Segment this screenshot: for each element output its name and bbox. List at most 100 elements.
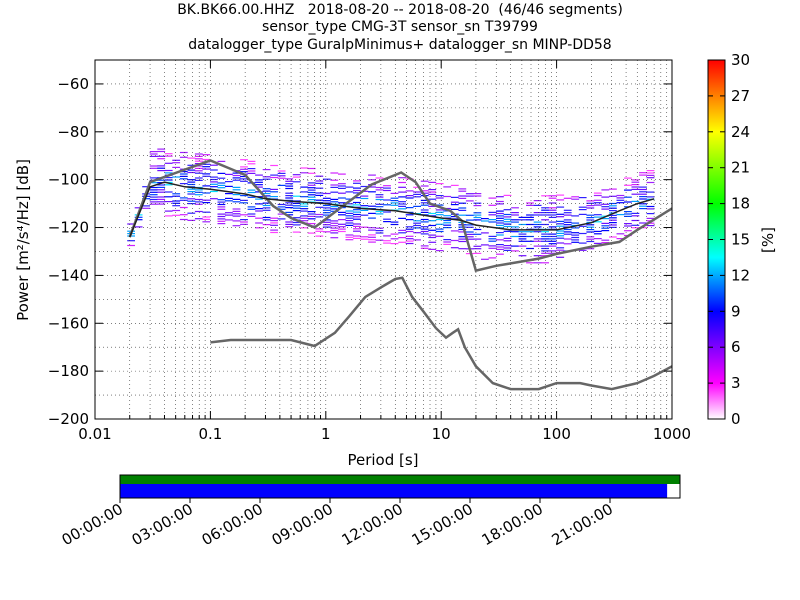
heatmap-cell xyxy=(285,187,294,190)
heatmap-cell xyxy=(322,178,331,180)
heatmap-cell xyxy=(179,218,188,221)
heatmap-cell xyxy=(285,185,294,187)
heatmap-cell xyxy=(338,228,346,230)
heatmap-cell xyxy=(556,223,565,225)
heatmap-cell xyxy=(526,247,534,250)
psd-heatmap xyxy=(127,148,655,264)
heatmap-cell xyxy=(518,216,527,218)
heatmap-cell xyxy=(601,196,610,198)
heatmap-cell xyxy=(142,205,150,207)
heatmap-cell xyxy=(187,193,196,195)
heatmap-cell xyxy=(578,197,587,199)
heatmap-cell xyxy=(556,256,565,258)
heatmap-cell xyxy=(149,151,158,153)
heatmap-cell xyxy=(375,203,384,205)
heatmap-cell xyxy=(398,177,406,179)
heatmap-cell xyxy=(338,173,346,175)
heatmap-cell xyxy=(194,201,203,203)
heatmap-cell xyxy=(217,220,226,222)
heatmap-cell xyxy=(225,214,233,216)
heatmap-cell xyxy=(390,221,399,223)
heatmap-cell xyxy=(179,199,188,201)
x-tick-label: 100 xyxy=(542,425,571,443)
heatmap-cell xyxy=(202,202,211,204)
heatmap-cell xyxy=(338,219,346,221)
heatmap-cell xyxy=(398,205,406,207)
heatmap-cell xyxy=(202,218,211,220)
heatmap-cell xyxy=(390,197,399,199)
heatmap-cell xyxy=(390,223,399,226)
heatmap-cell xyxy=(541,247,549,250)
heatmap-cell xyxy=(240,223,248,225)
heatmap-cell xyxy=(488,197,497,199)
heatmap-cell xyxy=(285,197,294,199)
heatmap-cell xyxy=(157,165,166,167)
heatmap-cell xyxy=(338,192,346,194)
heatmap-cell xyxy=(541,245,549,247)
heatmap-cell xyxy=(315,206,324,208)
heatmap-cell xyxy=(518,231,527,233)
heatmap-cell xyxy=(360,238,369,240)
heatmap-cell xyxy=(255,198,263,200)
heatmap-cell xyxy=(240,159,248,161)
heatmap-cell xyxy=(390,202,399,204)
heatmap-cell xyxy=(353,230,361,232)
heatmap-cell xyxy=(157,148,166,150)
heatmap-cell xyxy=(616,238,625,240)
heatmap-cell xyxy=(631,215,640,217)
heatmap-cell xyxy=(375,210,384,213)
heatmap-cell xyxy=(473,238,482,240)
heatmap-cell xyxy=(322,197,331,199)
timeline-tick-label: 03:00:00 xyxy=(129,500,196,549)
heatmap-cell xyxy=(194,210,203,213)
heatmap-cell xyxy=(556,249,565,251)
heatmap-cell xyxy=(488,238,497,240)
heatmap-cell xyxy=(277,206,286,208)
heatmap-cell xyxy=(375,239,384,241)
heatmap-cell xyxy=(202,221,211,223)
heatmap-cell xyxy=(503,247,512,249)
heatmap-cell xyxy=(270,231,278,234)
heatmap-cell xyxy=(285,202,294,204)
timeline-coverage-bar xyxy=(120,484,668,498)
heatmap-cell xyxy=(232,172,241,174)
segment-timeline: 00:00:00 03:00:00 06:00:00 09:00:00 12:00:00… xyxy=(59,474,681,549)
heatmap-cell xyxy=(322,209,331,211)
heatmap-cell xyxy=(172,195,181,197)
heatmap-cell xyxy=(511,245,519,247)
heatmap-cell xyxy=(292,174,301,176)
heatmap-cell xyxy=(390,243,399,245)
heatmap-cell xyxy=(548,216,557,218)
heatmap-cell xyxy=(240,219,248,221)
heatmap-cell xyxy=(353,180,361,182)
heatmap-cell xyxy=(420,192,429,194)
heatmap-cell xyxy=(601,239,610,241)
heatmap-cell xyxy=(616,197,625,199)
heatmap-cell xyxy=(503,209,512,211)
heatmap-cell xyxy=(179,171,188,173)
heatmap-cell xyxy=(639,198,647,200)
heatmap-cell xyxy=(255,217,263,219)
heatmap-cell xyxy=(420,185,429,187)
heatmap-cell xyxy=(511,207,519,209)
heatmap-cell xyxy=(127,240,135,242)
heatmap-cell xyxy=(368,186,376,188)
heatmap-cell xyxy=(526,202,534,204)
heatmap-cell xyxy=(548,252,557,254)
heatmap-cell xyxy=(270,188,278,190)
heatmap-cell xyxy=(315,180,324,182)
heatmap-cell xyxy=(533,212,542,214)
heatmap-cell xyxy=(503,237,512,239)
heatmap-cell xyxy=(322,200,331,202)
heatmap-cell xyxy=(518,233,527,235)
heatmap-cell xyxy=(428,241,437,243)
heatmap-cell xyxy=(270,164,278,167)
heatmap-cell xyxy=(292,217,301,219)
heatmap-cell xyxy=(353,225,361,227)
heatmap-cell xyxy=(247,170,256,172)
heatmap-cell xyxy=(225,219,233,221)
heatmap-cell xyxy=(443,241,452,243)
heatmap-cell xyxy=(300,186,309,188)
heatmap-cell xyxy=(571,215,580,217)
heatmap-cell xyxy=(164,162,173,164)
